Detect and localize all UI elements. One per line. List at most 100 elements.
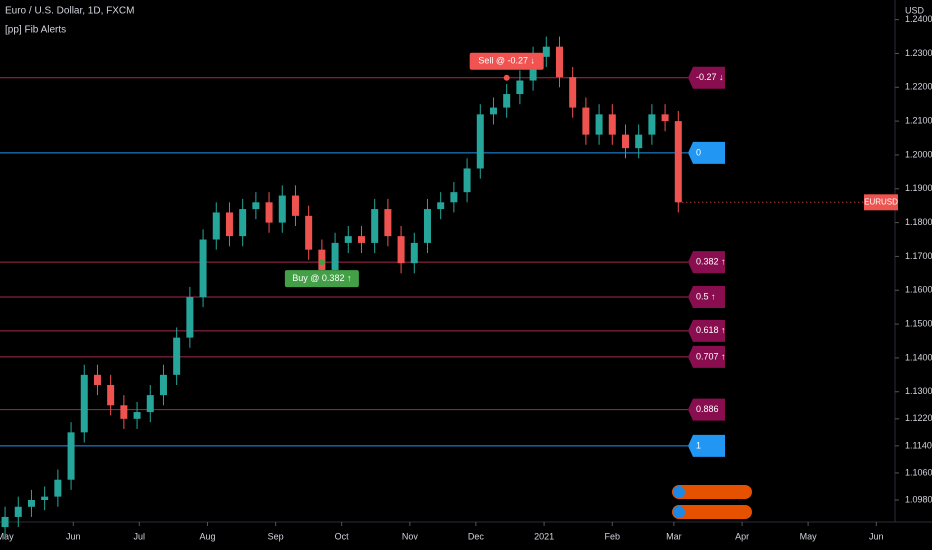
- fib-label: 0.886: [696, 404, 719, 414]
- y-tick-label: 1.16000: [905, 285, 932, 295]
- candle-body: [489, 107, 497, 115]
- candle-body: [476, 114, 484, 169]
- fib-label: 0.382 ↑: [696, 257, 726, 267]
- candle-body: [146, 395, 154, 413]
- fib-label: 0.5 ↑: [696, 291, 716, 301]
- icon-row: [672, 505, 752, 519]
- candle-body: [608, 114, 616, 135]
- y-tick-label: 1.09800: [905, 494, 932, 504]
- candle-body: [159, 374, 167, 396]
- fib-label-box: [688, 434, 725, 457]
- y-tick-label: 1.22000: [905, 82, 932, 92]
- candle-body: [225, 212, 233, 237]
- candle-body: [344, 236, 352, 243]
- candle-body: [661, 114, 669, 122]
- icon: [673, 486, 685, 498]
- annotation-anchor: [318, 259, 325, 266]
- annotation-text: Sell @ -0.27 ↓: [478, 56, 535, 66]
- candle-body: [635, 134, 643, 149]
- fib-label-box: [688, 398, 725, 421]
- candle-body: [423, 209, 431, 243]
- candle-body: [331, 242, 339, 270]
- candle-body: [305, 215, 313, 250]
- x-tick-label: Mar: [666, 531, 682, 541]
- candle-body: [437, 202, 445, 210]
- x-tick-label: Jun: [66, 531, 81, 541]
- x-tick-label: Jun: [869, 531, 884, 541]
- candle-body: [542, 46, 550, 57]
- candle-body: [186, 297, 194, 338]
- candle-body: [80, 374, 88, 433]
- candle-body: [569, 77, 577, 108]
- tool-icons: [672, 485, 752, 519]
- icon: [673, 506, 685, 518]
- candle-body: [173, 337, 181, 375]
- candle-body: [450, 192, 458, 203]
- fib-label-box: [688, 66, 725, 89]
- candle-body: [14, 506, 22, 517]
- x-tick-label: Nov: [402, 531, 419, 541]
- symbol-label: EURUSD: [864, 197, 898, 206]
- candle-body: [1, 516, 9, 528]
- candle-body: [397, 236, 405, 264]
- y-tick-label: 1.23000: [905, 48, 932, 58]
- last-price-box: [864, 194, 898, 211]
- y-tick-label: 1.20000: [905, 149, 932, 159]
- fib-label-box: [688, 286, 725, 309]
- annotation-text: Buy @ 0.382 ↑: [292, 273, 351, 283]
- annotation-box: [469, 52, 544, 70]
- y-tick-label: 1.11400: [905, 440, 932, 450]
- chart-title: Euro / U.S. Dollar, 1D, FXCM: [5, 6, 134, 17]
- x-tick-label: Apr: [735, 531, 749, 541]
- y-tick-label: 1.19000: [905, 183, 932, 193]
- y-tick-label: 1.24000: [905, 14, 932, 24]
- candle-body: [107, 384, 115, 406]
- x-tick-label: 2021: [534, 531, 554, 541]
- indicator-name: [pp] Fib Alerts: [5, 25, 66, 36]
- candle-body: [278, 195, 286, 223]
- y-axis-label: USD: [905, 5, 925, 15]
- candle-body: [516, 80, 524, 95]
- x-tick-label: Oct: [335, 531, 350, 541]
- fib-label: 0.707 ↑: [696, 351, 726, 361]
- y-tick-label: 1.13000: [905, 386, 932, 396]
- candle-body: [239, 209, 247, 237]
- candle-body: [384, 209, 392, 237]
- candle-body: [41, 496, 49, 501]
- candle-body: [503, 94, 511, 108]
- fib-label-box: [688, 319, 725, 342]
- candle-body: [648, 114, 656, 135]
- x-tick-label: Jul: [134, 531, 146, 541]
- y-tick-label: 1.14000: [905, 352, 932, 362]
- x-tick-label: Feb: [605, 531, 621, 541]
- candle-body: [212, 212, 220, 240]
- candle-body: [54, 479, 62, 497]
- candle-body: [582, 107, 590, 135]
- candle-body: [67, 432, 75, 480]
- candle-body: [463, 168, 471, 193]
- y-tick-label: 1.21000: [905, 115, 932, 125]
- candle-body: [291, 195, 299, 216]
- fib-label: 0.618 ↑: [696, 325, 726, 335]
- x-tick-label: Dec: [468, 531, 485, 541]
- fib-label: 0: [696, 147, 701, 157]
- x-tick-label: May: [800, 531, 818, 541]
- fib-label-box: [688, 345, 725, 368]
- fib-label-box: [688, 141, 725, 164]
- fib-label: 1: [696, 440, 701, 450]
- candle-body: [27, 500, 35, 507]
- candle-body: [133, 412, 141, 419]
- candle-body: [371, 209, 379, 243]
- annotation-box: [284, 270, 359, 288]
- fib-label: -0.27 ↓: [696, 72, 724, 82]
- candle-body: [120, 405, 128, 419]
- candle-body: [410, 242, 418, 264]
- x-tick-label: Aug: [199, 531, 215, 541]
- candle-body: [199, 239, 207, 298]
- candle-body: [252, 202, 260, 210]
- y-tick-label: 1.17000: [905, 251, 932, 261]
- y-tick-label: 1.10600: [905, 467, 932, 477]
- candle-body: [595, 114, 603, 135]
- candle-body: [674, 121, 682, 203]
